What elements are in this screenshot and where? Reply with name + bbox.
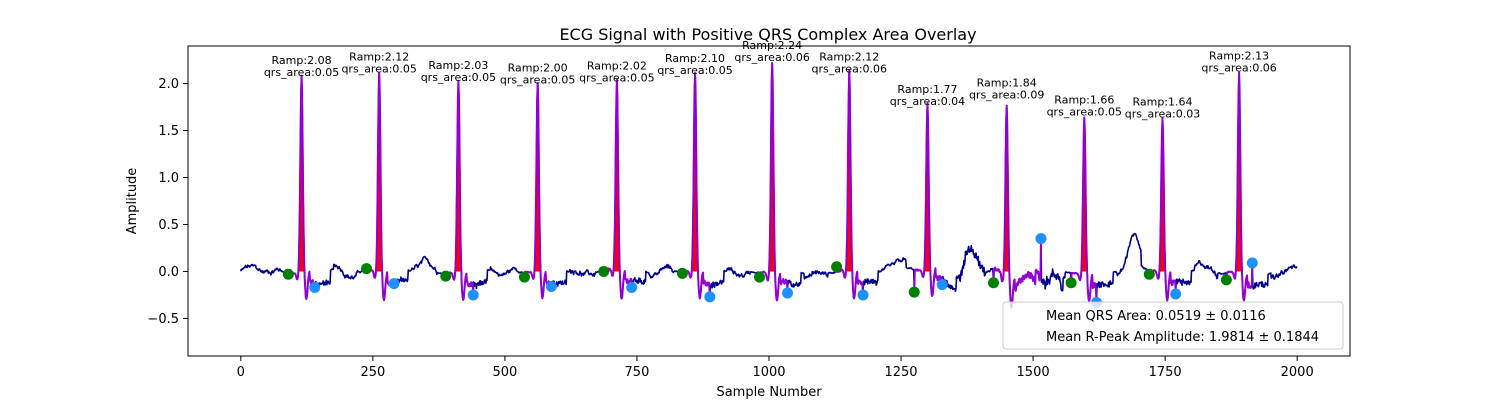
y-axis-label: Amplitude	[125, 168, 140, 235]
r-amplitude-annotation: Ramp:2.10	[665, 52, 725, 65]
qrs-segment-line	[1070, 116, 1098, 303]
r-amplitude-annotation: Ramp:1.84	[977, 77, 1037, 90]
r-amplitude-annotation: Ramp:2.08	[272, 54, 332, 67]
beat-annotations: Ramp:2.08qrs_area:0.05Ramp:2.12qrs_area:…	[264, 39, 1277, 120]
qrs-offset-marker	[781, 287, 793, 299]
r-amplitude-annotation: Ramp:1.64	[1132, 95, 1192, 108]
legend-entry-r-amplitude: Mean R-Peak Amplitude: 1.9814 ± 0.1844	[1046, 330, 1319, 345]
qrs-offset-marker	[467, 289, 479, 301]
x-tick-label: 1250	[884, 365, 917, 380]
y-tick-label: 1.0	[158, 171, 179, 186]
qrs-onset-marker	[753, 271, 765, 283]
qrs-segment-line	[1148, 117, 1177, 302]
x-tick-label: 500	[492, 365, 517, 380]
x-tick-label: 2000	[1281, 365, 1314, 380]
qrs-offset-marker	[1246, 257, 1258, 269]
r-amplitude-annotation: Ramp:2.13	[1209, 49, 1269, 62]
x-tick-label: 0	[237, 365, 245, 380]
y-axis-ticks: −0.5 0.0 0.5 1.0 1.5 2.0	[147, 77, 188, 327]
x-tick-label: 750	[625, 365, 650, 380]
qrs-offset-marker	[545, 280, 557, 292]
qrs-area-annotation: qrs_area:0.05	[1047, 106, 1122, 119]
qrs-onset-marker	[1143, 268, 1155, 280]
qrs-segment-line	[758, 62, 789, 302]
qrs-segment-line	[913, 102, 944, 297]
plot-area: Ramp:2.08qrs_area:0.05Ramp:2.12qrs_area:…	[240, 39, 1298, 309]
onset-offset-markers	[282, 233, 1258, 308]
r-amplitude-annotation: Ramp:2.12	[819, 50, 879, 63]
qrs-area-annotation: qrs_area:0.05	[657, 64, 732, 77]
legend: Mean QRS Area: 0.0519 ± 0.0116 Mean R-Pe…	[1002, 301, 1344, 350]
y-tick-label: −0.5	[147, 312, 179, 327]
chart-title: ECG Signal with Positive QRS Complex Are…	[559, 25, 976, 44]
qrs-offset-marker	[936, 279, 948, 291]
qrs-area-fill	[288, 75, 315, 272]
r-amplitude-annotation: Ramp:2.00	[508, 62, 568, 75]
qrs-area-fill	[1149, 118, 1176, 272]
x-tick-label: 1750	[1149, 365, 1182, 380]
x-axis-ticks: 0 250 500 750 1000 1250 1500 1750 2000	[237, 356, 1314, 380]
qrs-segment-line	[1225, 71, 1254, 302]
legend-entry-qrs-area: Mean QRS Area: 0.0519 ± 0.0116	[1046, 309, 1266, 324]
qrs-onset-marker	[908, 286, 920, 298]
qrs-segment-line	[444, 79, 475, 301]
qrs-segment-line	[835, 69, 864, 300]
qrs-area-fill	[524, 83, 552, 272]
r-amplitude-annotation: Ramp:1.66	[1054, 94, 1114, 107]
y-tick-label: 1.5	[158, 124, 179, 139]
qrs-area-annotation: qrs_area:0.05	[421, 71, 496, 84]
qrs-onset-marker	[831, 261, 843, 273]
r-amplitude-annotation: Ramp:1.77	[897, 83, 957, 96]
qrs-onset-marker	[987, 277, 999, 289]
qrs-area-annotation: qrs_area:0.09	[969, 89, 1044, 102]
qrs-area-annotation: qrs_area:0.03	[1125, 107, 1200, 120]
qrs-offset-marker	[857, 289, 869, 301]
qrs-onset-marker	[598, 265, 610, 277]
x-axis-label: Sample Number	[716, 385, 822, 400]
x-tick-label: 1000	[752, 365, 785, 380]
qrs-area-fill	[1226, 72, 1253, 272]
qrs-area-fill	[993, 105, 1041, 272]
qrs-offset-marker	[626, 281, 638, 293]
qrs-onset-marker	[518, 271, 530, 283]
y-tick-label: 0.5	[158, 218, 179, 233]
qrs-onset-marker	[1220, 274, 1232, 286]
qrs-onset-marker	[676, 267, 688, 279]
qrs-offset-marker	[704, 291, 716, 303]
qrs-onset-marker	[361, 263, 373, 275]
r-amplitude-annotation: Ramp:2.02	[587, 60, 647, 73]
r-amplitude-annotation: Ramp:2.03	[428, 59, 488, 72]
x-tick-label: 1500	[1017, 365, 1050, 380]
qrs-area-annotation: qrs_area:0.05	[341, 62, 416, 75]
qrs-area-annotation: qrs_area:0.06	[812, 62, 887, 75]
qrs-area-annotation: qrs_area:0.04	[890, 95, 965, 108]
qrs-onset-marker	[440, 270, 452, 282]
qrs-offset-marker	[309, 281, 321, 293]
y-tick-label: 2.0	[158, 77, 179, 92]
qrs-onset-marker	[282, 268, 294, 280]
x-tick-label: 250	[360, 365, 385, 380]
qrs-offset-marker	[1035, 233, 1047, 245]
qrs-offset-marker	[388, 278, 400, 290]
legend-box	[1002, 301, 1344, 350]
qrs-offset-marker	[1170, 288, 1182, 300]
y-tick-label: 0.0	[158, 265, 179, 280]
qrs-area-annotation: qrs_area:0.05	[500, 74, 575, 87]
qrs-onset-marker	[1065, 277, 1077, 289]
r-amplitude-annotation: Ramp:2.12	[349, 50, 409, 63]
qrs-segment-line	[992, 104, 1042, 309]
qrs-area-annotation: qrs_area:0.06	[734, 51, 809, 64]
qrs-area-annotation: qrs_area:0.05	[579, 72, 654, 85]
qrs-area-annotation: qrs_area:0.06	[1201, 61, 1276, 74]
qrs-area-annotation: qrs_area:0.05	[264, 66, 339, 79]
